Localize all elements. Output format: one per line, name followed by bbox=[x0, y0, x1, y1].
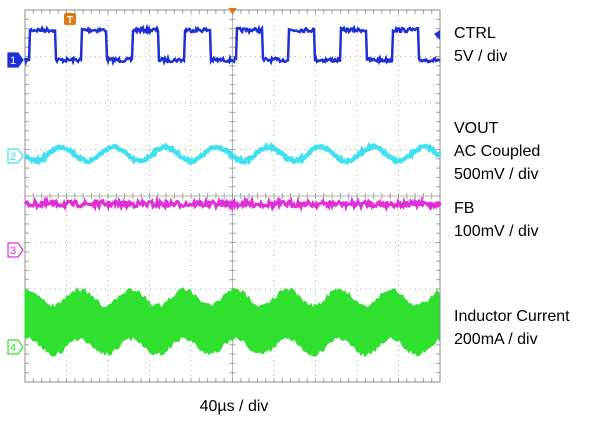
ch1-trace bbox=[23, 23, 441, 67]
ch1-name: CTRL bbox=[454, 25, 496, 42]
ch3-marker bbox=[7, 242, 24, 258]
ch3-name: FB bbox=[454, 200, 475, 217]
ch2-marker-label: 2 bbox=[10, 151, 16, 163]
ch3-trace bbox=[23, 195, 442, 213]
ch1-marker-label: 1 bbox=[10, 55, 16, 67]
ch4-name: Inductor Current bbox=[454, 308, 570, 325]
ch2-name: VOUT bbox=[454, 120, 499, 137]
ch2-marker bbox=[7, 148, 24, 164]
trigger-position-icon bbox=[228, 8, 237, 15]
ch4-marker-label: 4 bbox=[10, 342, 16, 354]
ch4-marker bbox=[7, 339, 24, 355]
ch1-edge-icon bbox=[434, 30, 440, 40]
traces bbox=[23, 23, 442, 358]
ch3-scale: 100mV / div bbox=[454, 223, 539, 240]
channel-markers: 1 2 3 4 T bbox=[7, 8, 440, 355]
ch1-scale: 5V / div bbox=[454, 48, 508, 65]
trigger-label: T bbox=[67, 15, 73, 26]
ch4-label: Inductor Current 200mA / div bbox=[454, 305, 570, 351]
ch1-label: CTRL 5V / div bbox=[454, 22, 507, 68]
ch2-trace bbox=[24, 141, 442, 166]
ch1-marker bbox=[7, 52, 24, 68]
x-axis-label: 40µs / div bbox=[199, 398, 269, 415]
ch4-scale: 200mA / div bbox=[454, 331, 538, 348]
ch3-marker-label: 3 bbox=[10, 245, 16, 257]
trigger-level-icon bbox=[64, 13, 76, 25]
ch4-trace bbox=[24, 286, 440, 358]
ch2-coupling: AC Coupled bbox=[454, 143, 541, 160]
ch2-label: VOUT AC Coupled 500mV / div bbox=[454, 117, 540, 186]
ch3-label: FB 100mV / div bbox=[454, 197, 538, 243]
ch2-scale: 500mV / div bbox=[454, 166, 539, 183]
